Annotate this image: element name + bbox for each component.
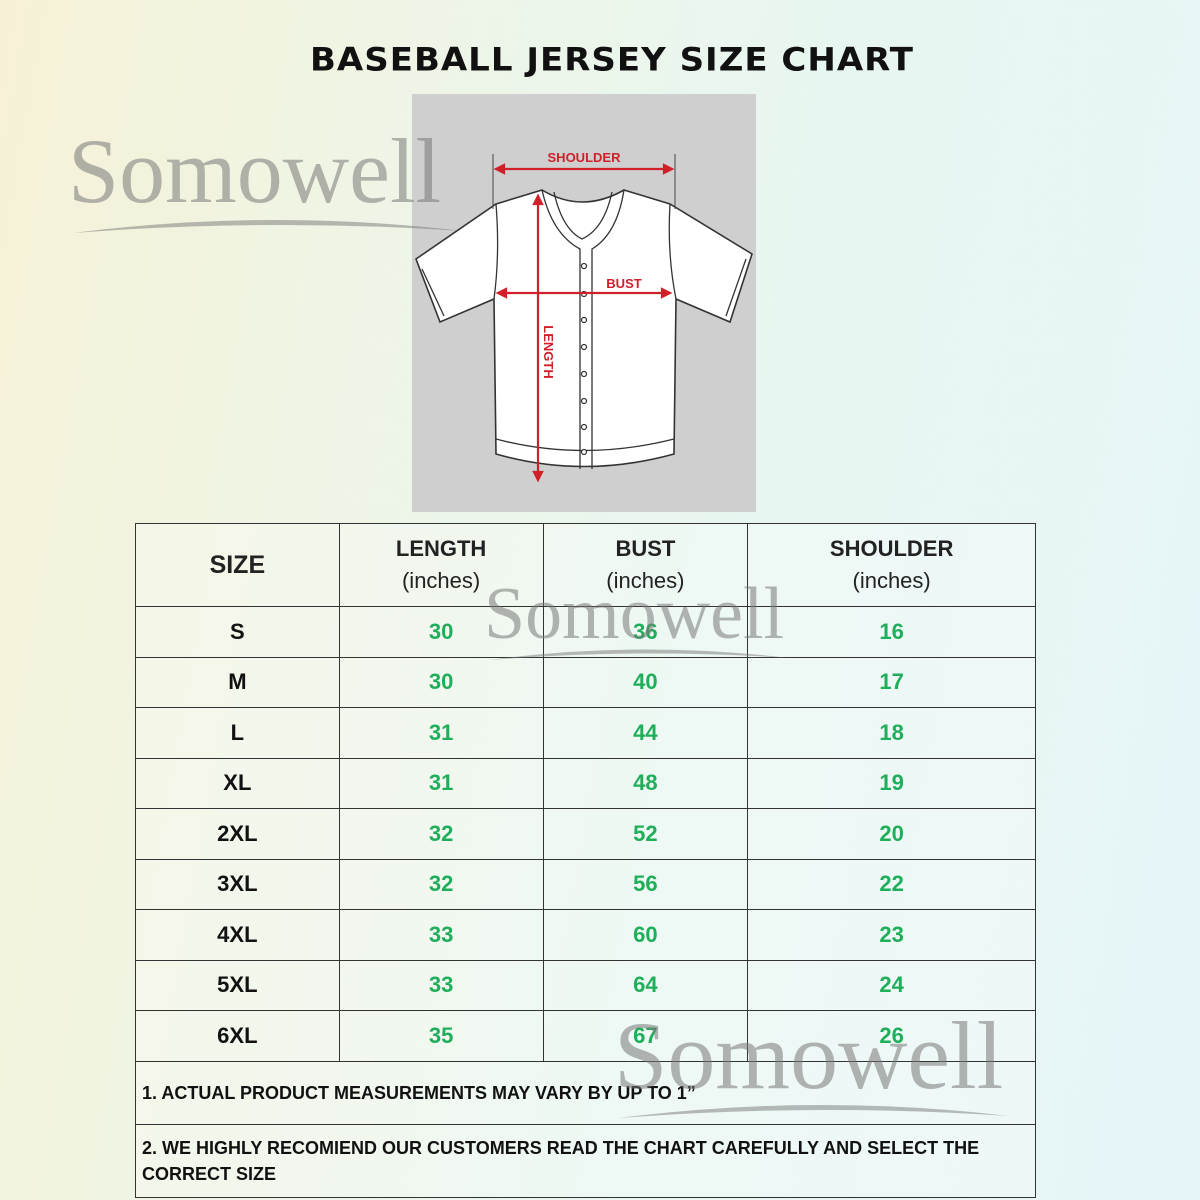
cell-bust: 36	[542, 606, 749, 658]
cell-length: 30	[338, 606, 544, 658]
table-row: 2XL 32 52 20	[135, 808, 1036, 860]
cell-shoulder: 23	[747, 909, 1036, 961]
cell-bust: 67	[542, 1010, 749, 1062]
cell-bust: 40	[542, 656, 749, 708]
cell-size: 6XL	[135, 1010, 340, 1062]
table-row: XL 31 48 19	[135, 757, 1036, 809]
cell-bust: 52	[542, 808, 749, 860]
page-title: BASEBALL JERSEY SIZE CHART	[310, 41, 914, 79]
header-bust: BUST (inches)	[542, 523, 749, 607]
cell-length: 35	[338, 1010, 544, 1062]
cell-shoulder: 18	[747, 707, 1036, 759]
length-label: LENGTH	[541, 325, 556, 378]
cell-length: 31	[338, 757, 544, 809]
cell-shoulder: 19	[747, 757, 1036, 809]
cell-size: 2XL	[135, 808, 340, 860]
cell-size: 3XL	[135, 858, 340, 910]
cell-shoulder: 17	[747, 656, 1036, 708]
cell-length: 32	[338, 858, 544, 910]
bust-label: BUST	[606, 276, 641, 291]
cell-shoulder: 20	[747, 808, 1036, 860]
size-table: SIZE LENGTH (inches) BUST (inches) SHOULDE…	[135, 523, 1036, 1198]
header-shoulder: SHOULDER (inches)	[747, 523, 1036, 607]
table-header: SIZE LENGTH (inches) BUST (inches) SHOULDE…	[135, 523, 1036, 607]
jersey-icon: SHOULDER BUST LENGTH	[415, 150, 753, 483]
cell-shoulder: 22	[747, 858, 1036, 910]
cell-size: XL	[135, 757, 340, 809]
cell-bust: 44	[542, 707, 749, 759]
header-size: SIZE	[135, 523, 340, 607]
note-1: 1. ACTUAL PRODUCT MEASUREMENTS MAY VARY …	[135, 1060, 1036, 1125]
cell-size: 5XL	[135, 959, 340, 1011]
header-length: LENGTH (inches)	[338, 523, 544, 607]
watermark-text: Somowell	[68, 120, 442, 222]
note-2: 2. WE HIGHLY RECOMIEND OUR CUSTOMERS REA…	[135, 1123, 1036, 1198]
table-row: 6XL 35 67 26	[135, 1010, 1036, 1062]
cell-size: 4XL	[135, 909, 340, 961]
measurement-arrows	[493, 163, 675, 483]
table-row: 4XL 33 60 23	[135, 909, 1036, 961]
swoosh-icon	[73, 219, 463, 233]
cell-shoulder: 16	[747, 606, 1036, 658]
cell-bust: 64	[542, 959, 749, 1011]
cell-bust: 56	[542, 858, 749, 910]
cell-shoulder: 26	[747, 1010, 1036, 1062]
table-row: M 30 40 17	[135, 656, 1036, 708]
cell-size: M	[135, 656, 340, 708]
cell-length: 32	[338, 808, 544, 860]
cell-bust: 48	[542, 757, 749, 809]
cell-bust: 60	[542, 909, 749, 961]
cell-shoulder: 24	[747, 959, 1036, 1011]
cell-length: 33	[338, 909, 544, 961]
table-row: L 31 44 18	[135, 707, 1036, 759]
cell-length: 33	[338, 959, 544, 1011]
watermark-logo: Somowell	[68, 118, 463, 233]
cell-size: L	[135, 707, 340, 759]
table-row: S 30 36 16	[135, 606, 1036, 658]
cell-length: 30	[338, 656, 544, 708]
shoulder-label: SHOULDER	[548, 150, 622, 165]
cell-length: 31	[338, 707, 544, 759]
cell-size: S	[135, 606, 340, 658]
table-row: 3XL 32 56 22	[135, 858, 1036, 910]
table-row: 5XL 33 64 24	[135, 959, 1036, 1011]
jersey-diagram: SHOULDER BUST LENGTH	[412, 94, 756, 512]
